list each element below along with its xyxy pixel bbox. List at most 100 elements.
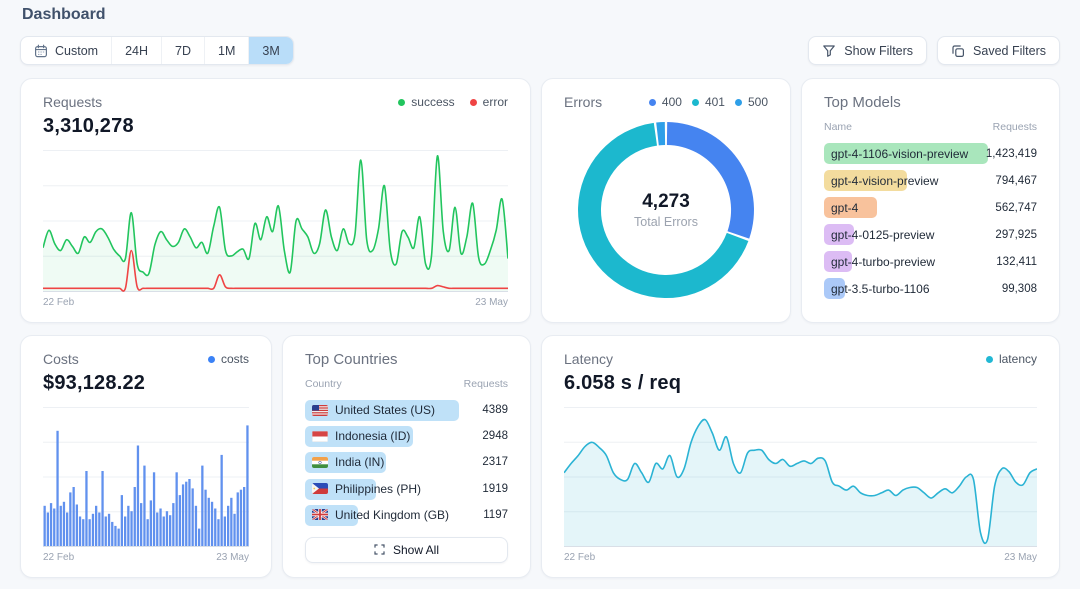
model-row[interactable]: gpt-4 562,747	[824, 197, 1037, 218]
copy-stack-icon	[951, 44, 965, 58]
model-name: gpt-3.5-turbo-1106	[831, 281, 930, 296]
india-flag-icon	[312, 456, 328, 468]
success-dot-icon	[398, 98, 406, 106]
requests-x-axis: 22 Feb 23 May	[43, 297, 508, 308]
legend-item-success: success	[398, 95, 455, 109]
errors-donut-wrap: 4,273 Total Errors	[564, 112, 768, 308]
model-name: gpt-4-0125-preview	[831, 227, 935, 242]
time-range-7d-label: 7D	[175, 43, 191, 58]
costs-x-axis: 22 Feb 23 May	[43, 552, 249, 563]
country-requests: 1919	[482, 482, 508, 495]
expand-icon	[374, 544, 385, 556]
country-row[interactable]: India (IN) 2317	[305, 452, 508, 474]
model-requests: 99,308	[1001, 282, 1037, 295]
model-usage-bar	[824, 224, 854, 245]
latency-card-title: Latency	[564, 351, 614, 367]
countries-col-requests: Requests	[463, 378, 508, 390]
country-row[interactable]: United States (US) 4389	[305, 400, 508, 421]
model-requests: 562,747	[995, 201, 1037, 214]
saved-filters-label: Saved Filters	[973, 43, 1046, 58]
legend-401-label: 401	[704, 95, 725, 109]
time-range-1m-button[interactable]: 1M	[204, 37, 248, 64]
costs-total-value: $93,128.22	[43, 372, 146, 394]
model-row[interactable]: gpt-4-1106-vision-preview 1,423,419	[824, 143, 1037, 164]
saved-filters-button[interactable]: Saved Filters	[937, 36, 1060, 65]
time-range-3m-button[interactable]: 3M	[248, 37, 293, 64]
top-models-columns: Name Requests	[824, 121, 1037, 133]
error-dot-icon	[469, 98, 477, 106]
requests-total-value: 3,310,278	[43, 115, 134, 137]
show-all-label: Show All	[392, 542, 440, 557]
x-axis-end-label: 23 May	[475, 297, 508, 308]
time-range-3m-label: 3M	[262, 43, 280, 58]
errors-donut-center: 4,273 Total Errors	[634, 191, 698, 229]
country-name: United States (US)	[335, 403, 436, 418]
time-range-7d-button[interactable]: 7D	[161, 37, 204, 64]
cards-row-2: Costs costs $93,128.22 22 Feb 23 May Top…	[20, 335, 1060, 578]
country-label: United Kingdom (GB)	[305, 508, 449, 522]
time-range-custom-label: Custom	[55, 43, 99, 58]
model-requests: 794,467	[995, 174, 1037, 187]
legend-item-400: 400	[648, 95, 682, 109]
error-401-dot-icon	[691, 98, 699, 106]
time-range-24h-button[interactable]: 24H	[111, 37, 161, 64]
x-axis-end-label: 23 May	[216, 552, 249, 563]
model-name: gpt-4-1106-vision-preview	[831, 146, 969, 161]
country-name: United Kingdom (GB)	[335, 507, 450, 522]
country-label: United States (US)	[305, 403, 435, 417]
x-axis-start-label: 22 Feb	[43, 297, 75, 308]
top-countries-title: Top Countries	[305, 351, 398, 368]
requests-line-chart	[43, 150, 508, 292]
country-name: Philippines (PH)	[335, 481, 422, 496]
country-name: Indonesia (ID)	[335, 429, 411, 444]
country-row[interactable]: United Kingdom (GB) 1197	[305, 504, 508, 526]
country-row[interactable]: Philippines (PH) 1919	[305, 478, 508, 500]
filter-funnel-icon	[822, 44, 836, 58]
x-axis-start-label: 22 Feb	[43, 552, 75, 563]
country-label: Indonesia (ID)	[305, 429, 410, 443]
costs-dot-icon	[207, 355, 215, 363]
model-row[interactable]: gpt-4-turbo-preview 132,411	[824, 251, 1037, 272]
error-400-dot-icon	[648, 98, 656, 106]
top-models-title: Top Models	[824, 94, 901, 111]
top-countries-card: Top Countries Country Requests United St…	[282, 335, 531, 578]
model-row[interactable]: gpt-4-vision-preview 794,467	[824, 170, 1037, 191]
cards-row-1: Requests success error 3,310,278 22 Feb …	[20, 78, 1060, 323]
latency-legend: latency	[985, 352, 1037, 366]
country-label: Philippines (PH)	[305, 482, 421, 496]
total-errors-label: Total Errors	[634, 215, 698, 229]
errors-card-title: Errors	[564, 94, 603, 110]
models-col-requests: Requests	[992, 121, 1037, 133]
requests-legend: success error	[398, 95, 508, 109]
country-row[interactable]: Indonesia (ID) 2948	[305, 426, 508, 448]
country-requests: 2948	[482, 430, 508, 443]
legend-item-401: 401	[691, 95, 725, 109]
show-filters-button[interactable]: Show Filters	[808, 36, 928, 65]
costs-card: Costs costs $93,128.22 22 Feb 23 May	[20, 335, 272, 578]
legend-success-label: success	[411, 95, 455, 109]
legend-item-costs: costs	[207, 352, 249, 366]
requests-card: Requests success error 3,310,278 22 Feb …	[20, 78, 531, 323]
country-requests: 1197	[483, 508, 508, 521]
time-range-custom-button[interactable]: Custom	[21, 37, 111, 64]
x-axis-start-label: 22 Feb	[564, 552, 596, 563]
errors-card: Errors 400 401 500 4,273 Total Errors	[541, 78, 791, 323]
latency-dot-icon	[985, 355, 993, 363]
country-requests: 4389	[482, 404, 508, 417]
model-row[interactable]: gpt-3.5-turbo-1106 99,308	[824, 278, 1037, 299]
us-flag-icon	[312, 404, 328, 416]
model-row[interactable]: gpt-4-0125-preview 297,925	[824, 224, 1037, 245]
time-range-24h-label: 24H	[125, 43, 149, 58]
legend-400-label: 400	[661, 95, 682, 109]
top-models-card: Top Models Name Requests gpt-4-1106-visi…	[801, 78, 1060, 323]
legend-latency-label: latency	[998, 352, 1037, 366]
model-usage-bar	[824, 278, 846, 299]
costs-bar-chart	[43, 407, 249, 547]
show-all-button[interactable]: Show All	[305, 536, 508, 563]
x-axis-end-label: 23 May	[1004, 552, 1037, 563]
calendar-icon	[34, 44, 48, 58]
costs-legend: costs	[207, 352, 249, 366]
model-requests: 297,925	[995, 228, 1037, 241]
philippines-flag-icon	[312, 483, 328, 495]
